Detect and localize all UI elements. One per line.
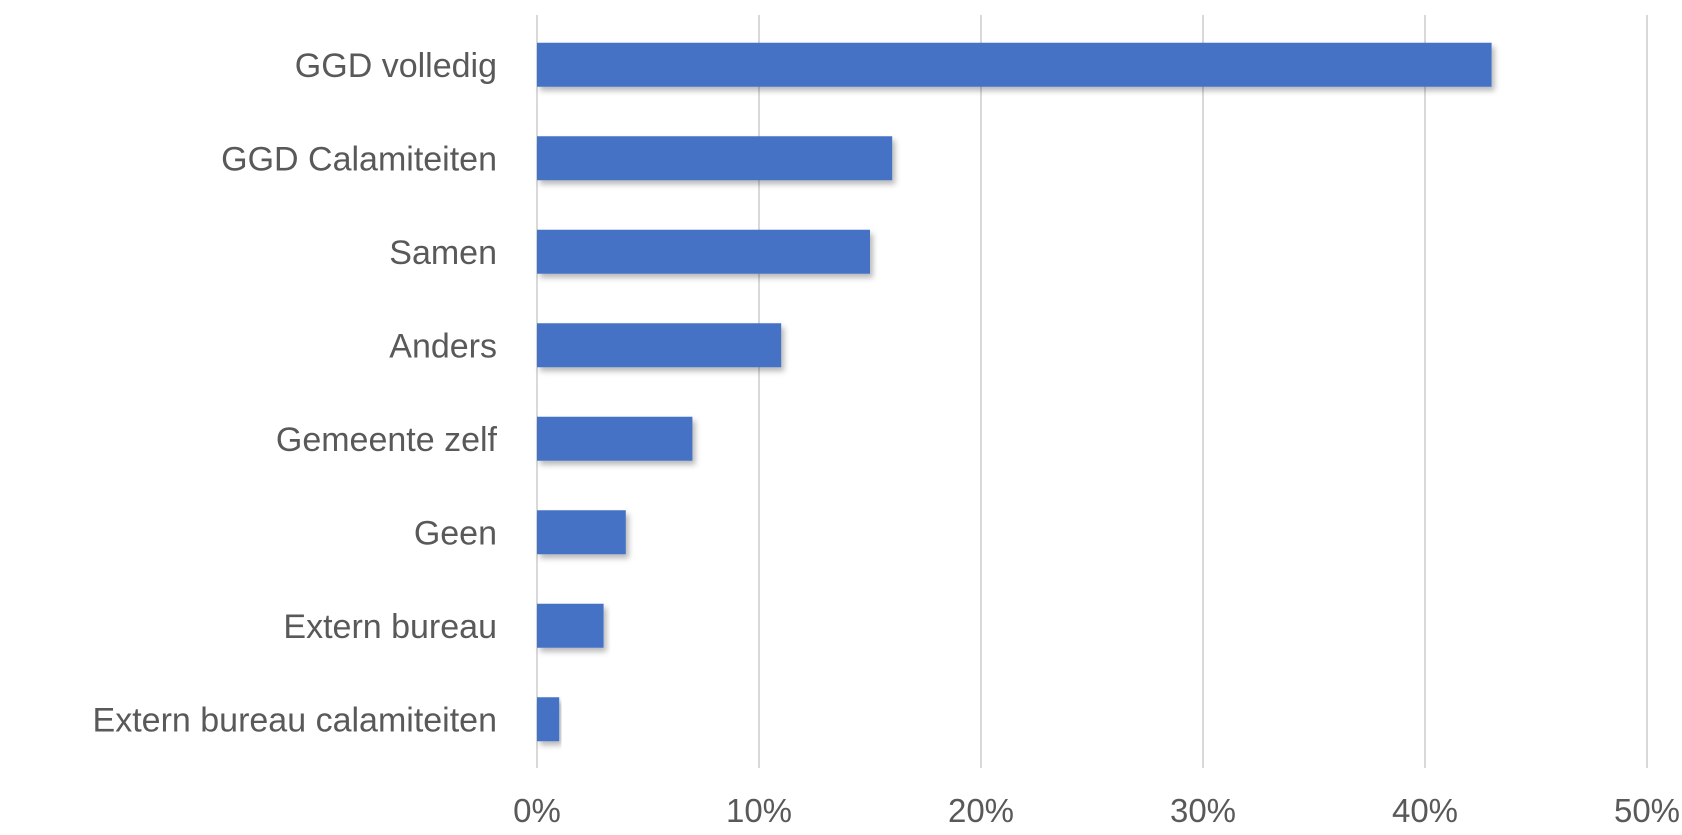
bar-samen xyxy=(537,229,870,274)
x-tick-label-20: 20% xyxy=(948,792,1014,829)
x-axis-tick-labels: 0% 10% 20% 30% 40% 50% xyxy=(513,792,1680,829)
bar-anders xyxy=(537,323,782,368)
category-label-samen: Samen xyxy=(389,234,497,272)
bar-geen xyxy=(537,510,626,555)
bars xyxy=(537,42,1492,742)
bar-gemeente-zelf xyxy=(537,416,693,461)
bar-extern-bureau-calamiteiten xyxy=(537,697,560,742)
category-label-extern-bureau-calamiteiten: Extern bureau calamiteiten xyxy=(93,701,497,739)
category-label-gemeente-zelf: Gemeente zelf xyxy=(276,421,498,459)
category-labels: GGD volledig GGD Calamiteiten Samen Anders G… xyxy=(93,47,498,740)
gridlines xyxy=(536,15,1648,768)
x-tick-label-0: 0% xyxy=(513,792,561,829)
category-label-ggd-volledig: GGD volledig xyxy=(295,47,497,85)
x-tick-label-40: 40% xyxy=(1392,792,1458,829)
category-label-extern-bureau: Extern bureau xyxy=(283,608,497,646)
bar-extern-bureau xyxy=(537,603,604,648)
x-tick-label-30: 30% xyxy=(1170,792,1236,829)
x-tick-label-10: 10% xyxy=(726,792,792,829)
bar-ggd-volledig xyxy=(537,42,1492,87)
x-tick-label-50: 50% xyxy=(1614,792,1680,829)
bar-ggd-calamiteiten xyxy=(537,136,893,181)
category-label-ggd-calamiteiten: GGD Calamiteiten xyxy=(221,140,497,178)
category-label-anders: Anders xyxy=(389,327,497,365)
category-label-geen: Geen xyxy=(414,514,497,552)
